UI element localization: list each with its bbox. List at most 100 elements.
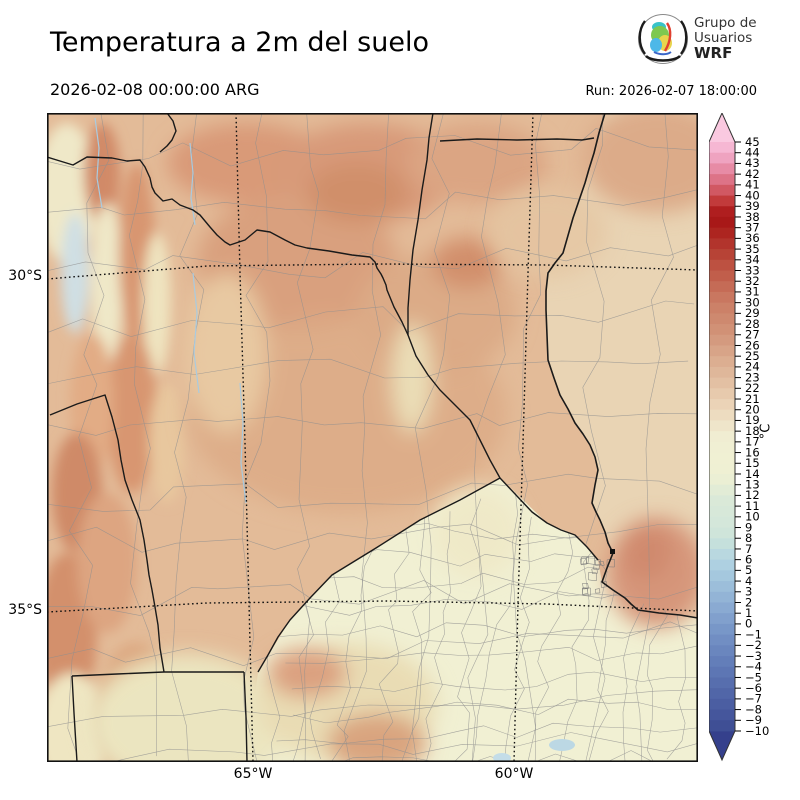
colorbar-tick-label: 34: [745, 253, 760, 267]
colorbar-tick-label: 7: [745, 542, 752, 556]
colorbar-segment: [709, 548, 735, 561]
colorbar-tick-label: 32: [745, 274, 760, 288]
colorbar-tick-label: 15: [745, 456, 760, 470]
colorbar-tick-label: 41: [745, 178, 760, 192]
colorbar-segment: [709, 366, 735, 378]
colorbar-tick-label: 24: [745, 360, 760, 374]
colorbar-tick-label: 4: [745, 574, 752, 588]
colorbar-segment: [709, 195, 735, 207]
colorbar-segment: [709, 334, 735, 346]
colorbar-segment: [709, 270, 735, 282]
department-border-line: [635, 113, 674, 762]
colorbar-segment: [709, 216, 735, 229]
colorbar-segment: [709, 356, 735, 368]
colorbar-tick-label: 22: [745, 381, 760, 395]
colorbar-tick-label: 3: [745, 585, 752, 599]
colorbar-segment: [709, 613, 735, 625]
colorbar-tick-label: 18: [745, 424, 760, 438]
lat-label-30s: 30°S: [8, 268, 42, 284]
colorbar-segment: [709, 184, 735, 196]
colorbar-tick-label: 19: [745, 413, 760, 427]
department-border-line: [424, 511, 451, 762]
department-border-line: [588, 572, 597, 582]
colorbar-tick-label: 25: [745, 349, 760, 363]
department-border-line: [343, 113, 389, 762]
colorbar-segment: [709, 313, 735, 325]
colorbar-tick-label: 5: [745, 563, 752, 577]
department-border-line: [47, 412, 698, 436]
colorbar-segment: [709, 698, 735, 710]
graticule-lat-30s: [47, 263, 698, 280]
colorbar-segment: [709, 506, 735, 518]
colorbar-segment: [709, 581, 735, 593]
colorbar-segment: [709, 559, 735, 571]
colorbar-segment: [709, 473, 735, 486]
valid-time-label: 2026-02-08 00:00:00 ARG: [50, 80, 260, 99]
colorbar-segment: [709, 249, 735, 261]
colorbar-segment: [709, 484, 735, 496]
colorbar-segment: [709, 495, 735, 507]
department-border-line: [555, 521, 599, 762]
colorbar-segment: [709, 431, 735, 443]
colorbar-segment: [709, 291, 735, 304]
colorbar-segment: [709, 302, 735, 314]
colorbar-tick-label: 21: [745, 392, 760, 406]
colorbar-tick-label: 17: [745, 435, 760, 449]
colorbar-unit-label: °C: [758, 423, 774, 440]
colorbar-segment: [709, 634, 735, 646]
colorbar-segment: [709, 142, 735, 154]
graticule-lon-65w: [235, 113, 254, 762]
colorbar-tick-label: 16: [745, 445, 760, 459]
colorbar-tick-label: 42: [745, 167, 760, 181]
department-border-line: [600, 580, 608, 588]
graticule-lines: [47, 113, 698, 762]
colorbar-tick-label: −9: [745, 713, 762, 727]
colorbar-segment: [709, 463, 735, 475]
department-border-line: [447, 498, 482, 762]
department-border-line: [470, 489, 518, 762]
department-border-line: [606, 559, 615, 568]
colorbar-tick-label: 29: [745, 306, 760, 320]
colorbar-tick-label: −1: [745, 627, 762, 641]
colorbar-segment: [709, 163, 735, 175]
colorbar-tick-label: 8: [745, 531, 752, 545]
weather-map: [47, 113, 699, 763]
colorbar-tick-label: −7: [745, 692, 762, 706]
colorbar-tick-label: −10: [745, 724, 769, 738]
colorbar-segment: [709, 720, 735, 732]
wrf-users-group-logo: Grupo de Usuarios WRF: [634, 10, 762, 76]
map-frame: [47, 113, 699, 763]
colorbar-segment: [709, 206, 735, 218]
colorbar-segment: [709, 281, 735, 293]
department-border-line: [47, 523, 698, 553]
colorbar-segment: [709, 688, 735, 700]
department-border-line: [534, 520, 573, 762]
lagoon-small: [493, 753, 511, 762]
colorbar-segment: [709, 570, 735, 582]
colorbar-tick-label: 2: [745, 595, 752, 609]
colorbar-tick-label: −4: [745, 660, 762, 674]
colorbar-tick-label: 28: [745, 317, 760, 331]
colorbar-segment: [709, 227, 735, 239]
logo-line2: Usuarios: [694, 30, 752, 46]
colorbar-segment: [709, 623, 735, 636]
colorbar-segment: [709, 238, 735, 250]
department-border-line: [378, 520, 410, 762]
department-border-line: [273, 622, 698, 638]
temperature-colorbar: 4544434241403938373635343332313029282726…: [709, 113, 769, 762]
colorbar-tick-label: 30: [745, 295, 760, 309]
colorbar-tick-label: 12: [745, 488, 760, 502]
colorbar-tick-label: −2: [745, 638, 762, 652]
colorbar-tick-label: 0: [745, 617, 752, 631]
department-border-line: [128, 113, 157, 757]
colorbar-segment: [709, 677, 735, 689]
colorbar-segment: [709, 259, 735, 271]
colorbar-tick-label: −8: [745, 702, 762, 716]
colorbar-tick-label: 10: [745, 510, 760, 524]
run-time-label: Run: 2026-02-07 18:00:00: [585, 84, 757, 99]
colorbar-tick-label: −3: [745, 649, 762, 663]
colorbar-arrow-over: [709, 113, 735, 142]
department-border-line: [467, 113, 506, 762]
colorbar-tick-label: 33: [745, 263, 760, 277]
department-border-line: [504, 516, 532, 762]
